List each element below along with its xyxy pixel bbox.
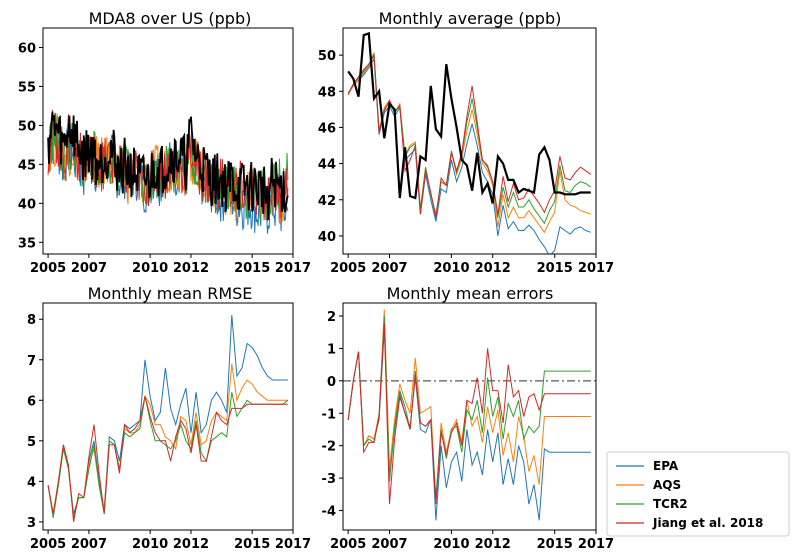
series-line-epa <box>347 57 591 254</box>
x-tick-label: 2017 <box>275 537 311 552</box>
axes-frame <box>342 27 597 255</box>
y-tick-label: 42 <box>318 194 336 209</box>
series-line-aqs <box>347 53 591 234</box>
series-line-tcr2 <box>347 315 591 498</box>
series-group <box>47 109 289 234</box>
series-line-epa <box>47 315 288 514</box>
y-tick-label: 4 <box>27 475 36 490</box>
y-tick-label: 45 <box>18 158 36 173</box>
x-tick-label: 2010 <box>132 261 168 276</box>
axes-frame <box>42 302 294 531</box>
y-tick-label: 40 <box>318 230 336 245</box>
series-group <box>347 309 591 521</box>
x-tick-label: 2017 <box>578 261 614 276</box>
x-tick-label: 2005 <box>30 537 66 552</box>
legend-label-jiang: Jiang et al. 2018 <box>652 516 763 530</box>
axes-frame <box>42 27 294 255</box>
legend-frame <box>606 451 790 537</box>
legend-label-tcr2: TCR2 <box>653 497 688 511</box>
y-tick-label: 6 <box>27 394 36 409</box>
x-tick-label: 2015 <box>234 261 270 276</box>
series-group <box>347 31 592 254</box>
series-line-observed <box>47 111 289 221</box>
y-tick-label: 50 <box>318 49 336 64</box>
y-tick-label: 8 <box>27 313 36 328</box>
x-tick-label: 2012 <box>173 537 209 552</box>
y-tick-label: -4 <box>322 505 336 520</box>
x-tick-label: 2005 <box>30 261 66 276</box>
x-tick-label: 2007 <box>71 261 107 276</box>
series-line-jiang-et-al-2018 <box>347 322 591 505</box>
y-tick-label: 1 <box>327 342 336 357</box>
x-tick-label: 2017 <box>578 537 614 552</box>
y-tick-label: 2 <box>327 310 336 325</box>
series-group <box>47 315 289 522</box>
x-tick-label: 2010 <box>433 537 469 552</box>
series-line-jiang-et-al-2018 <box>47 396 288 522</box>
y-tick-label: 48 <box>318 85 336 100</box>
x-tick-label: 2015 <box>234 537 270 552</box>
y-tick-label: -1 <box>322 407 336 422</box>
legend-label-epa: EPA <box>653 459 679 473</box>
x-tick-label: 2010 <box>433 261 469 276</box>
x-tick-label: 2015 <box>537 537 573 552</box>
panel-title: MDA8 over US (ppb) <box>89 9 252 28</box>
panel-title: Monthly mean errors <box>387 284 554 303</box>
x-tick-label: 2007 <box>371 261 407 276</box>
y-tick-label: 0 <box>327 375 336 390</box>
x-tick-label: 2005 <box>330 537 366 552</box>
series-line-epa <box>347 328 591 521</box>
x-tick-label: 2012 <box>475 537 511 552</box>
panel-monthly-average: Monthly average (ppb) 2005 2007 2010 2012 20… <box>318 9 614 276</box>
y-tick-label: 3 <box>27 516 36 531</box>
x-tick-label: 2017 <box>275 261 311 276</box>
y-tick-label: 35 <box>18 236 36 251</box>
x-tick-label: 2007 <box>371 537 407 552</box>
panel-title: Monthly mean RMSE <box>88 284 253 303</box>
legend-label-aqs: AQS <box>653 478 681 492</box>
y-tick-label: -3 <box>322 472 336 487</box>
x-tick-label: 2007 <box>71 537 107 552</box>
x-tick-label: 2015 <box>537 261 573 276</box>
series-line-jiang-et-al-2018 <box>347 53 592 218</box>
x-tick-label: 2005 <box>330 261 366 276</box>
y-tick-label: 55 <box>18 80 36 95</box>
y-tick-label: 7 <box>27 354 36 369</box>
x-tick-label: 2012 <box>475 261 511 276</box>
y-tick-label: 60 <box>18 41 36 56</box>
y-tick-label: 46 <box>318 121 336 136</box>
y-tick-label: 5 <box>27 435 36 450</box>
y-tick-label: 50 <box>18 119 36 134</box>
panel-mda8: MDA8 over US (ppb) 2005 2007 2010 2012 2015 2… <box>18 9 311 276</box>
series-line-tcr2 <box>47 392 289 518</box>
y-tick-label: 40 <box>18 197 36 212</box>
y-tick-label: 44 <box>318 158 336 173</box>
x-tick-label: 2010 <box>132 537 168 552</box>
panel-monthly-rmse: Monthly mean RMSE 2005 2007 2010 2012 2015 20… <box>27 284 311 552</box>
x-tick-label: 2012 <box>173 261 209 276</box>
series-line-aqs <box>47 363 288 518</box>
y-tick-label: -2 <box>322 440 336 455</box>
panel-title: Monthly average (ppb) <box>379 9 562 28</box>
panel-monthly-errors: Monthly mean errors 2005 2007 2010 2012 2015… <box>322 284 615 552</box>
axes-frame <box>342 302 597 531</box>
legend: EPA AQS TCR2 Jiang et al. 2018 <box>606 451 790 537</box>
series-line-observed <box>347 31 591 204</box>
